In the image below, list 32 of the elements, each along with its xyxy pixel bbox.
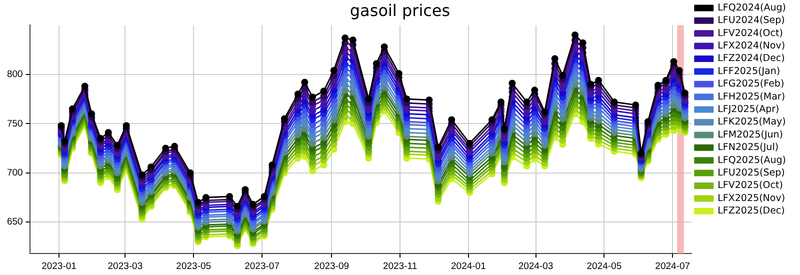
x-tick-label: 2024-03 [518, 260, 554, 272]
x-tick-label: 2024-07 [655, 260, 690, 272]
legend-label: LFU2025(Sep) [718, 168, 785, 179]
legend-label: LFV2024(Oct) [718, 28, 783, 39]
x-tick-label: 2023-01 [42, 260, 76, 272]
legend-label: LFV2025(Oct) [718, 180, 783, 192]
y-tick-label: 650 [6, 216, 23, 228]
x-tick-label: 2023-05 [176, 260, 212, 272]
y-tick-label: 750 [6, 118, 23, 130]
legend-label: LFM2025(Jun) [718, 129, 784, 140]
legend-label: LFG2025(Feb) [718, 78, 784, 90]
legend-label: LFX2025(Nov) [718, 192, 786, 204]
x-tick-label: 2024-05 [586, 260, 622, 272]
legend-label: LFK2025(May) [718, 116, 786, 128]
legend-label: LFF2025(Jan) [718, 66, 780, 77]
legend-label: LFQ2024(Aug) [718, 2, 786, 14]
legend-label: LFX2024(Nov) [718, 40, 786, 52]
legend-label: LFN2025(Jul) [718, 142, 779, 154]
y-tick-label: 700 [6, 167, 23, 178]
x-tick-label: 2024-01 [451, 260, 486, 272]
chart-title: gasoil prices [350, 0, 450, 20]
legend-label: LFQ2025(Aug) [718, 154, 786, 166]
x-tick-label: 2023-11 [382, 260, 418, 272]
legend-label: LFH2025(Mar) [718, 91, 786, 102]
legend-label: LFU2024(Sep) [718, 15, 785, 26]
x-tick-label: 2023-03 [108, 260, 143, 272]
legend-label: LFZ2024(Dec) [718, 53, 785, 64]
x-tick-label: 2023-07 [244, 260, 280, 272]
y-tick-label: 800 [6, 69, 23, 80]
x-tick-label: 2023-09 [314, 260, 350, 272]
legend-label: LFZ2025(Dec) [718, 206, 785, 217]
legend-label: LFJ2025(Apr) [718, 104, 780, 116]
